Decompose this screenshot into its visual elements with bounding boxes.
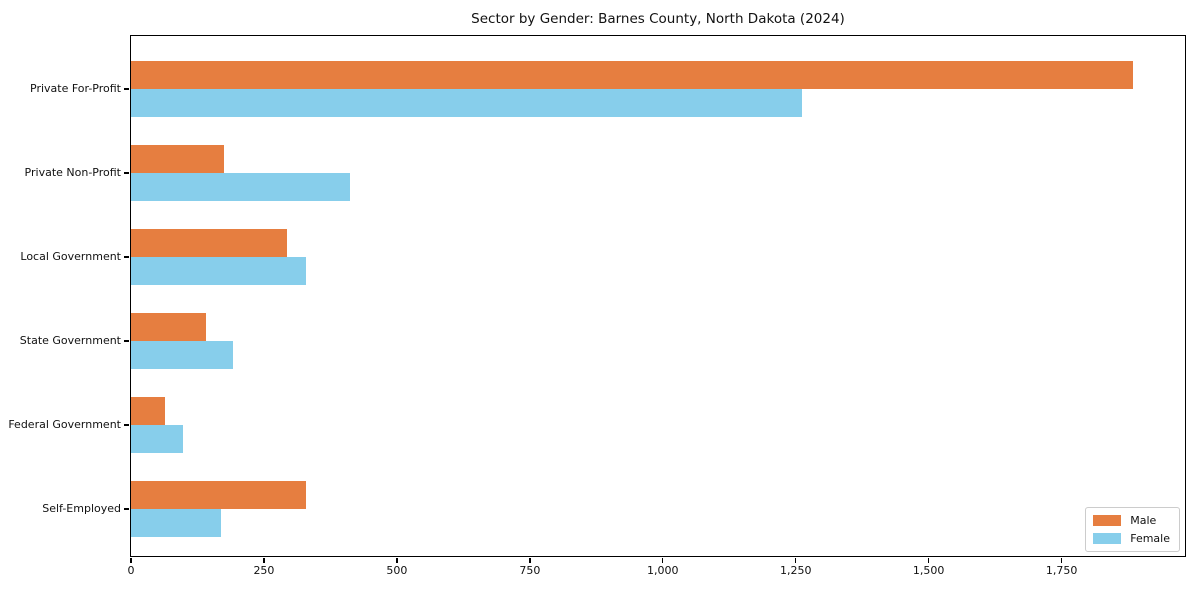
bar-male-5 [131, 397, 166, 425]
legend-label-male: Male [1130, 514, 1157, 527]
y-axis-label: State Government [19, 334, 121, 347]
legend: Male Female [1085, 507, 1180, 552]
bar-male-4 [131, 313, 206, 341]
x-tick-mark [1060, 557, 1063, 563]
bar-female-3 [131, 257, 307, 285]
legend-item-male: Male [1093, 514, 1170, 527]
x-tick-mark [396, 557, 398, 563]
female-swatch-icon [1093, 533, 1122, 544]
x-axis-tick-label: 1,750 [1045, 564, 1078, 577]
x-axis-tick-label: 1,250 [779, 564, 812, 577]
y-tick-mark [124, 172, 129, 174]
bar-male-6 [131, 481, 307, 509]
x-tick-mark [263, 557, 265, 563]
x-axis-tick-label: 750 [519, 564, 541, 577]
legend-item-female: Female [1093, 532, 1170, 545]
bar-male-2 [131, 145, 224, 173]
y-axis-label: Private For-Profit [30, 82, 121, 95]
x-tick-mark [130, 557, 132, 563]
bar-male-1 [131, 61, 1133, 89]
bar-female-4 [131, 341, 233, 369]
x-axis-tick-label: 0 [127, 564, 135, 577]
bar-female-6 [131, 509, 221, 537]
x-tick-mark [795, 557, 797, 563]
x-tick-mark [662, 557, 664, 563]
x-axis-tick-label: 250 [253, 564, 275, 577]
y-tick-mark [124, 424, 129, 426]
legend-label-female: Female [1130, 532, 1170, 545]
y-axis-label: Self-Employed [42, 502, 121, 515]
x-axis-tick-label: 1,500 [912, 564, 945, 577]
y-tick-mark [124, 88, 129, 90]
bar-female-1 [131, 89, 803, 117]
y-axis-label: Private Non-Profit [24, 166, 121, 179]
y-tick-mark [124, 508, 129, 510]
x-axis-tick-label: 1,000 [647, 564, 679, 577]
bar-male-3 [131, 229, 288, 257]
male-swatch-icon [1093, 515, 1122, 526]
y-axis-label: Federal Government [8, 418, 121, 431]
plot-area: Male Female Private For-Profit Private No… [8, 35, 1186, 577]
x-tick-mark [927, 557, 930, 563]
bar-female-5 [131, 425, 184, 453]
y-tick-mark [124, 256, 129, 258]
x-tick-mark [529, 557, 531, 563]
y-axis-label: Local Government [20, 250, 121, 263]
x-axis-tick-label: 500 [386, 564, 408, 577]
y-tick-mark [124, 340, 129, 342]
chart-title: Sector by Gender: Barnes County, North D… [471, 11, 845, 27]
bar-female-2 [131, 173, 351, 201]
